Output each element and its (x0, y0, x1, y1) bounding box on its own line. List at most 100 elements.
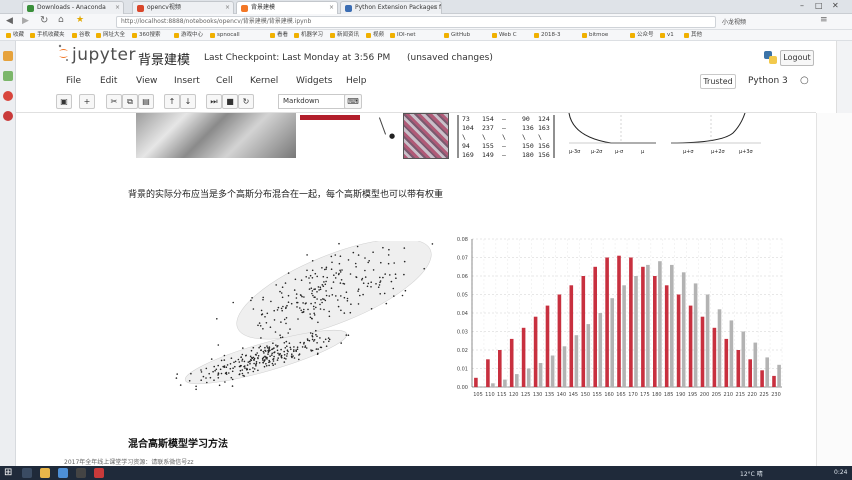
bookmark-item[interactable]: 360搜索 (132, 31, 161, 40)
bookmark-item[interactable]: 视频 (366, 31, 384, 40)
bookmark-item[interactable]: Web C (492, 31, 517, 40)
scatter-point (296, 306, 298, 308)
notebook-area[interactable]: ● 73 154—90 124 104 237—136 163 \ \ \ \ \ 94 155—150… (16, 113, 816, 466)
bookmark-item[interactable]: v1 (660, 31, 674, 40)
scatter-point (253, 368, 256, 370)
bookmark-item[interactable]: 公众号 (630, 31, 654, 40)
matrix-cell: 237 (482, 124, 494, 132)
bookmark-item[interactable]: 收藏 (6, 31, 24, 40)
minimize-icon[interactable]: – (800, 1, 804, 10)
browser-tab[interactable]: Downloads - Anaconda × (22, 1, 124, 14)
notebook-right-margin (816, 113, 852, 466)
tab-close-icon[interactable]: × (114, 4, 120, 11)
jupyter-logo-text[interactable]: jupyter (72, 45, 136, 65)
bar-series-2 (741, 331, 746, 387)
user-label[interactable]: 小龙视频 (722, 19, 747, 26)
add-cell-icon[interactable]: + (79, 94, 95, 109)
restart-icon[interactable]: ↻ (238, 94, 254, 109)
bookmark-item[interactable]: 新闻资讯 (330, 31, 359, 40)
scatter-point (289, 346, 292, 349)
bookmark-item[interactable]: 网址大全 (96, 31, 125, 40)
home-icon[interactable]: ⌂ (58, 15, 64, 25)
menu-insert[interactable]: Insert (174, 76, 200, 86)
bar-series-1 (772, 375, 776, 387)
python-logo-icon (764, 51, 777, 64)
bookmark-item[interactable]: 看看 (270, 31, 288, 40)
scatter-point (327, 337, 330, 339)
scatter-point (262, 296, 264, 299)
paste-icon[interactable]: ▤ (138, 94, 154, 109)
matrix-cell: 94 (462, 142, 470, 150)
sidebar-video-icon[interactable] (3, 91, 13, 101)
sidebar-record-icon[interactable] (3, 111, 13, 121)
tab-close-icon[interactable]: × (328, 4, 334, 11)
copy-icon[interactable]: ⧉ (122, 94, 138, 109)
move-down-icon[interactable]: ↓ (180, 94, 196, 109)
scatter-point (339, 255, 342, 257)
notebook-name[interactable]: 背景建模 (138, 53, 191, 68)
jupyter-logo-icon[interactable] (58, 44, 69, 62)
bookmark-item[interactable]: 手机收藏夹 (30, 31, 65, 40)
forward-icon[interactable]: ▶ (22, 16, 29, 26)
menu-edit[interactable]: Edit (100, 76, 118, 86)
bookmark-item[interactable]: bitmoe (582, 31, 608, 40)
cut-icon[interactable]: ✂ (106, 94, 122, 109)
scatter-point (256, 352, 258, 354)
scatter-point (214, 369, 216, 372)
terminal-icon[interactable] (76, 468, 86, 478)
tab-close-icon[interactable]: × (432, 4, 438, 11)
refresh-icon[interactable]: ↻ (40, 15, 49, 26)
scatter-point (342, 282, 344, 285)
trusted-badge[interactable]: Trusted (700, 74, 736, 89)
x-tick-label: 155 (592, 392, 602, 398)
sidebar-favorites-icon[interactable] (3, 51, 13, 61)
scatter-point (210, 358, 213, 360)
save-icon[interactable]: ▣ (56, 94, 72, 109)
bookmark-item[interactable]: IOI-net (390, 31, 416, 40)
browser-icon[interactable] (58, 468, 68, 478)
scatter-point (258, 322, 261, 324)
search-icon[interactable] (22, 468, 32, 478)
browser-tab[interactable]: opencv视频 × (132, 1, 234, 14)
maximize-icon[interactable]: □ (815, 1, 823, 10)
sidebar-notes-icon[interactable] (3, 71, 13, 81)
menu-kernel[interactable]: Kernel (250, 76, 279, 86)
bookmark-item[interactable]: 谷歌 (72, 31, 90, 40)
close-window-icon[interactable]: ✕ (832, 1, 839, 10)
browser-tab[interactable]: 背景建模 × (236, 1, 338, 14)
favorites-icon[interactable]: ★ (76, 15, 85, 25)
scatter-point (249, 355, 252, 358)
run-icon[interactable]: ⏭ (206, 94, 222, 109)
start-icon[interactable]: ⊞ (4, 467, 13, 478)
scatter-point (357, 288, 360, 290)
browser-tab[interactable]: Python Extension Packages f × (340, 1, 442, 14)
menu-cell[interactable]: Cell (216, 76, 233, 86)
menu-view[interactable]: View (136, 76, 158, 86)
move-up-icon[interactable]: ↑ (164, 94, 180, 109)
recorder-icon[interactable] (94, 468, 104, 478)
bookmark-item[interactable]: GitHub (444, 31, 470, 40)
bookmark-item[interactable]: 机器学习 (294, 31, 323, 40)
file-explorer-icon[interactable] (40, 468, 50, 478)
bar-series-1 (533, 316, 538, 387)
keyboard-icon[interactable]: ⌨ (344, 94, 362, 109)
scatter-point (313, 308, 315, 310)
menu-icon[interactable]: ≡ (820, 15, 828, 25)
scatter-point (352, 251, 355, 254)
stop-icon[interactable]: ■ (222, 94, 238, 109)
cell-type-select[interactable]: Markdown ▼ (278, 94, 354, 109)
scatter-point (306, 338, 309, 340)
logout-button[interactable]: Logout (780, 50, 814, 66)
menu-help[interactable]: Help (346, 76, 367, 86)
bookmark-item[interactable]: spnocall (210, 31, 240, 40)
menu-widgets[interactable]: Widgets (296, 76, 333, 86)
bookmark-item[interactable]: 2018-3 (534, 31, 560, 40)
back-icon[interactable]: ◀ (6, 16, 13, 26)
scatter-point (309, 274, 312, 277)
scatter-point (277, 352, 279, 355)
url-input[interactable]: http://localhost:8888/notebooks/opencv/背… (116, 16, 716, 28)
bookmark-item[interactable]: 其他 (684, 31, 702, 40)
bookmark-item[interactable]: 游戏中心 (174, 31, 203, 40)
tab-close-icon[interactable]: × (224, 4, 230, 11)
menu-file[interactable]: File (66, 76, 82, 86)
